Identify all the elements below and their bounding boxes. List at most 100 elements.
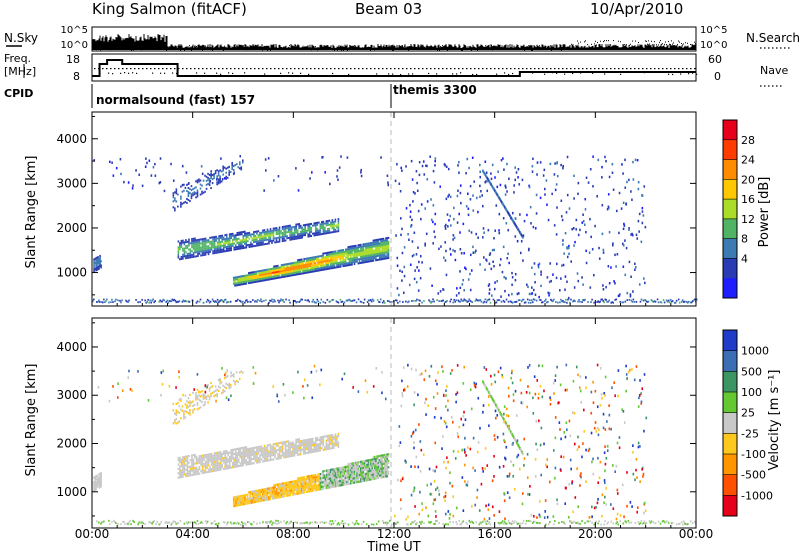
heatmap-cell bbox=[376, 240, 378, 243]
heatmap-cell bbox=[521, 178, 524, 182]
heatmap-cell bbox=[376, 246, 378, 249]
heatmap-cell bbox=[499, 263, 501, 267]
nave-dot bbox=[194, 68, 196, 70]
heatmap-cell bbox=[186, 246, 189, 249]
heatmap-cell bbox=[388, 300, 391, 303]
heatmap-cell bbox=[218, 251, 220, 254]
heatmap-cell bbox=[249, 499, 251, 502]
heatmap-cell bbox=[348, 251, 351, 254]
heatmap-cell bbox=[324, 301, 327, 304]
heatmap-cell bbox=[265, 270, 268, 273]
heatmap-cell bbox=[373, 245, 376, 248]
heatmap-cell bbox=[341, 257, 343, 260]
heatmap-cell bbox=[353, 477, 356, 480]
heatmap-cell bbox=[668, 301, 671, 304]
colorbar-segment bbox=[723, 218, 737, 240]
heatmap-cell bbox=[275, 231, 278, 234]
heatmap-cell bbox=[416, 181, 418, 185]
heatmap-cell bbox=[341, 263, 343, 266]
heatmap-cell bbox=[502, 217, 505, 220]
heatmap-cell bbox=[322, 220, 325, 223]
heatmap-cell bbox=[387, 181, 389, 184]
heatmap-cell bbox=[274, 492, 277, 495]
heatmap-cell bbox=[511, 275, 514, 279]
heatmap-cell bbox=[269, 230, 272, 233]
heatmap-cell bbox=[297, 477, 299, 480]
heatmap-cell bbox=[502, 299, 505, 302]
heatmap-cell bbox=[343, 468, 346, 471]
heatmap-cell bbox=[336, 226, 338, 229]
heatmap-cell bbox=[362, 464, 365, 467]
heatmap-cell bbox=[279, 272, 282, 275]
nsearch-dot bbox=[683, 43, 684, 45]
heatmap-cell bbox=[361, 464, 363, 468]
heatmap-cell bbox=[339, 249, 342, 252]
heatmap-cell bbox=[531, 301, 534, 304]
heatmap-cell bbox=[544, 187, 546, 191]
heatmap-cell bbox=[221, 248, 223, 251]
heatmap-cell bbox=[310, 485, 313, 488]
heatmap-cell bbox=[336, 480, 338, 483]
heatmap-cell bbox=[213, 240, 216, 243]
heatmap-cell bbox=[356, 481, 358, 484]
heatmap-cell bbox=[281, 227, 284, 231]
heatmap-cell bbox=[304, 484, 307, 487]
heatmap-cell bbox=[243, 274, 245, 277]
heatmap-cell bbox=[375, 466, 377, 469]
heatmap-cell bbox=[352, 464, 355, 467]
heatmap-cell bbox=[346, 262, 348, 265]
heatmap-cell bbox=[259, 272, 261, 275]
heatmap-cell bbox=[222, 242, 225, 245]
heatmap-cell bbox=[264, 279, 266, 282]
heatmap-cell bbox=[288, 483, 290, 486]
heatmap-cell bbox=[270, 495, 273, 498]
heatmap-cell bbox=[405, 207, 408, 210]
nave-dot bbox=[490, 68, 492, 70]
heatmap-cell bbox=[235, 498, 238, 501]
heatmap-cell bbox=[218, 245, 220, 248]
heatmap-cell bbox=[365, 459, 367, 462]
heatmap-cell bbox=[336, 230, 338, 233]
heatmap-cell bbox=[342, 259, 345, 262]
heatmap-cell bbox=[305, 269, 308, 272]
heatmap-cell bbox=[284, 490, 287, 493]
heatmap-cell bbox=[289, 301, 291, 304]
heatmap-cell bbox=[360, 467, 362, 470]
heatmap-cell bbox=[204, 174, 206, 177]
nsearch-dot bbox=[623, 44, 624, 46]
heatmap-cell bbox=[342, 265, 345, 268]
nave-dot bbox=[220, 73, 222, 75]
nave-dot bbox=[604, 73, 606, 75]
heatmap-cell bbox=[348, 475, 351, 479]
heatmap-cell bbox=[319, 479, 322, 482]
heatmap-cell bbox=[246, 500, 249, 503]
heatmap-cell bbox=[375, 470, 377, 474]
heatmap-cell bbox=[231, 232, 234, 235]
heatmap-cell bbox=[380, 456, 382, 459]
heatmap-cell bbox=[691, 300, 694, 302]
heatmap-cell bbox=[304, 223, 307, 226]
heatmap-cell bbox=[377, 258, 380, 261]
heatmap-cell bbox=[410, 225, 412, 228]
heatmap-cell bbox=[194, 249, 196, 252]
heatmap-cell bbox=[274, 490, 277, 493]
heatmap-cell bbox=[224, 298, 227, 301]
heatmap-cell bbox=[315, 486, 318, 489]
heatmap-cell bbox=[222, 236, 225, 239]
heatmap-cell bbox=[353, 253, 356, 256]
heatmap-cell bbox=[215, 235, 217, 238]
heatmap-cell bbox=[385, 468, 387, 472]
heatmap-cell bbox=[543, 300, 546, 302]
heatmap-cell bbox=[200, 165, 203, 168]
heatmap-cell bbox=[282, 484, 284, 487]
nave-dot bbox=[232, 72, 234, 75]
heatmap-cell bbox=[506, 256, 509, 260]
heatmap-cell bbox=[298, 485, 300, 488]
heatmap-cell bbox=[344, 465, 347, 469]
heatmap-cell bbox=[377, 238, 380, 241]
heatmap-cell bbox=[638, 230, 640, 233]
heatmap-cell bbox=[245, 274, 248, 277]
heatmap-cell bbox=[180, 195, 182, 198]
heatmap-cell bbox=[218, 247, 220, 250]
heatmap-cell bbox=[234, 498, 236, 501]
